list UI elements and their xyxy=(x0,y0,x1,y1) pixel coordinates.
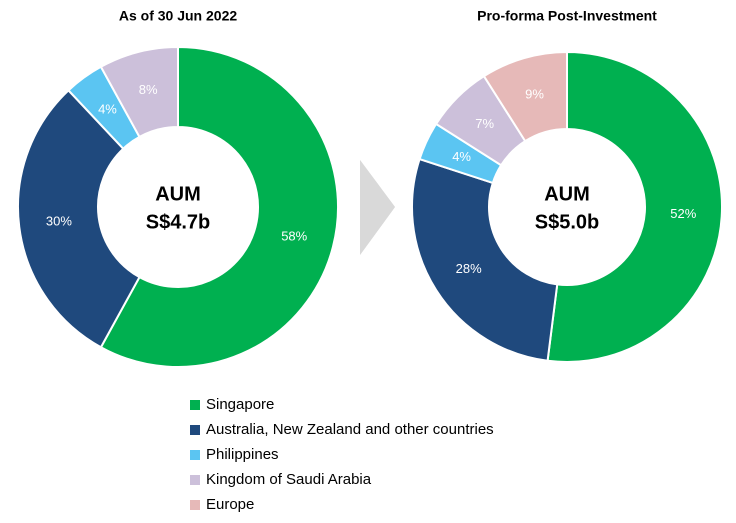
segment xyxy=(99,45,339,368)
segment xyxy=(482,50,568,143)
legend-swatch xyxy=(190,475,200,485)
segment xyxy=(411,157,559,362)
value-label: 58% xyxy=(281,228,307,243)
value-label: 4% xyxy=(98,101,117,116)
legend-swatch xyxy=(190,425,200,435)
segment xyxy=(546,50,723,363)
center-label: AUM xyxy=(544,183,590,205)
legend-label: Europe xyxy=(206,496,254,513)
chart-title: Pro-forma Post-Investment xyxy=(477,8,657,24)
center-label: S$4.7b xyxy=(146,211,210,233)
legend-swatch xyxy=(190,500,200,510)
value-label: 9% xyxy=(525,87,544,102)
legend-swatch xyxy=(190,400,200,410)
chart-title: As of 30 Jun 2022 xyxy=(119,8,237,24)
center-label: S$5.0b xyxy=(535,211,599,233)
segment xyxy=(17,88,141,349)
value-label: 30% xyxy=(46,213,72,228)
segment xyxy=(99,45,179,139)
legend-swatch xyxy=(190,450,200,460)
value-label: 8% xyxy=(139,82,158,97)
value-label: 7% xyxy=(475,116,494,131)
value-label: 28% xyxy=(456,261,482,276)
legend-label: Philippines xyxy=(206,446,279,463)
legend-label: Singapore xyxy=(206,396,274,413)
arrow-body xyxy=(360,160,395,255)
value-label: 4% xyxy=(452,149,471,164)
value-label: 52% xyxy=(670,206,696,221)
legend-label: Australia, New Zealand and other countri… xyxy=(206,421,494,438)
legend-label: Kingdom of Saudi Arabia xyxy=(206,471,372,488)
center-label: AUM xyxy=(155,183,201,205)
